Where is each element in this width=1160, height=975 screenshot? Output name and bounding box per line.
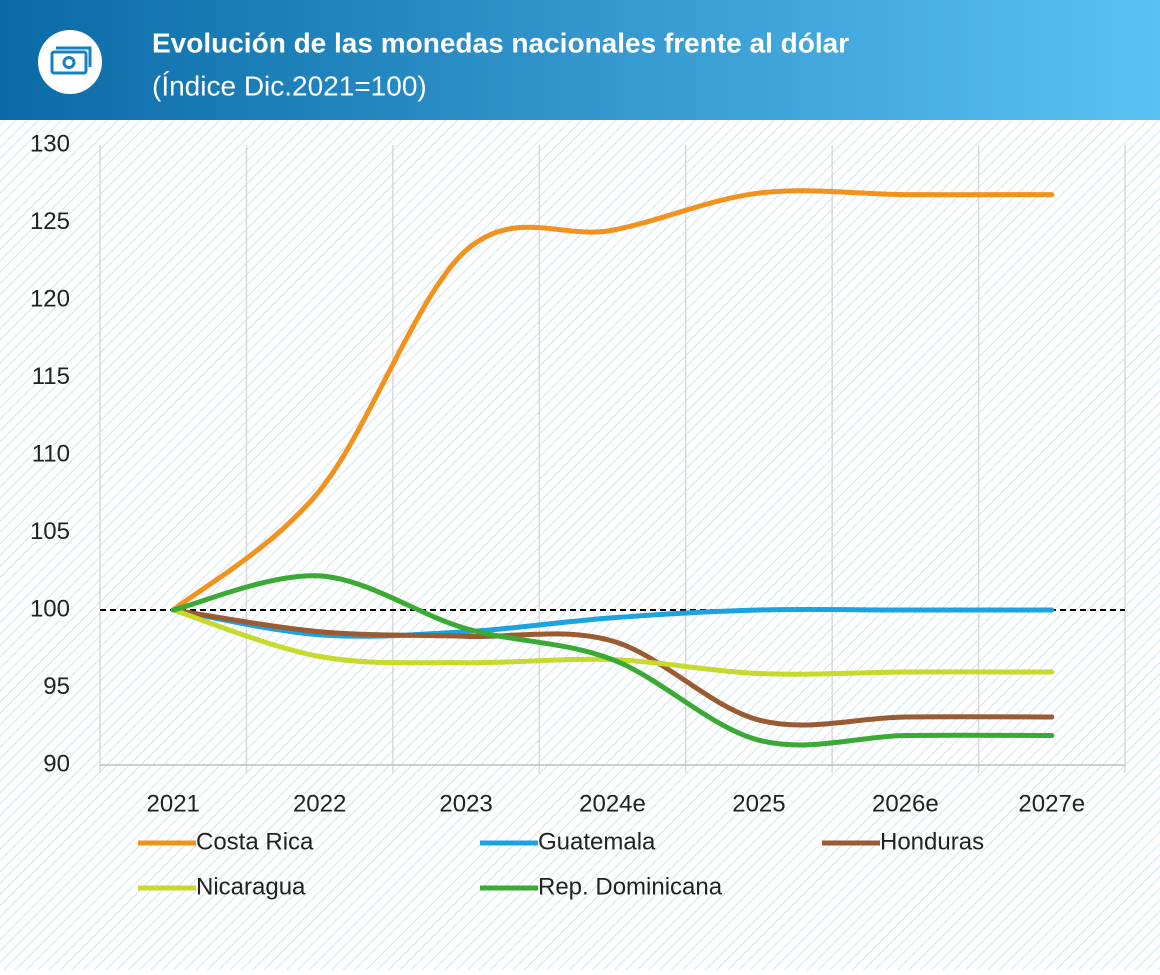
y-tick-label: 110 xyxy=(32,440,70,467)
series-line xyxy=(170,573,1055,748)
series-line xyxy=(170,606,1055,639)
x-tick-label: 2021 xyxy=(147,790,200,817)
y-tick-label: 100 xyxy=(30,595,70,622)
x-tick-label: 2022 xyxy=(293,790,346,817)
x-tick-label: 2027e xyxy=(1018,790,1085,817)
y-tick-label: 130 xyxy=(30,130,70,157)
header xyxy=(0,0,1160,120)
legend-label: Costa Rica xyxy=(196,828,314,855)
y-tick-label: 90 xyxy=(43,750,70,777)
x-tick-label: 2023 xyxy=(439,790,492,817)
y-tick-label: 120 xyxy=(30,285,70,312)
y-tick-label: 115 xyxy=(32,363,70,390)
legend-label: Nicaragua xyxy=(196,873,306,900)
series-line xyxy=(170,607,1055,728)
chart-title: Evolución de las monedas nacionales fren… xyxy=(152,27,849,58)
y-tick-label: 95 xyxy=(43,673,70,700)
legend-label: Rep. Dominicana xyxy=(538,873,723,900)
chart-subtitle: (Índice Dic.2021=100) xyxy=(152,70,427,101)
x-tick-label: 2024e xyxy=(579,790,646,817)
y-tick-label: 125 xyxy=(30,208,70,235)
x-tick-label: 2025 xyxy=(732,790,785,817)
series-line xyxy=(170,188,1055,613)
x-tick-label: 2026e xyxy=(872,790,939,817)
legend-label: Guatemala xyxy=(538,828,656,855)
y-tick-label: 105 xyxy=(30,518,70,545)
legend-label: Honduras xyxy=(880,828,984,855)
icon xyxy=(38,30,102,94)
